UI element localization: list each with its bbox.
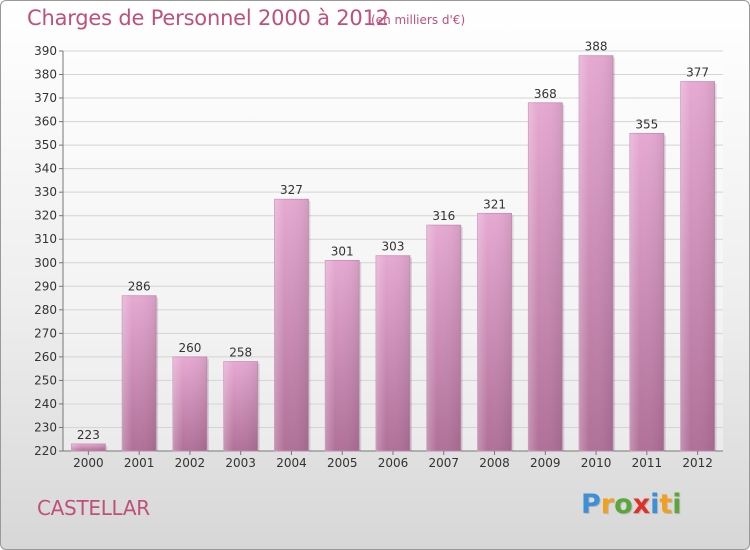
bar-value-label: 258 [229, 346, 252, 360]
y-tick-label: 380 [34, 68, 57, 82]
bar-value-label: 368 [534, 87, 557, 101]
y-tick-label: 290 [34, 279, 57, 293]
bar-highlight [172, 356, 207, 451]
bar-value-label: 388 [585, 40, 608, 54]
logo-letter: x [632, 489, 651, 520]
y-tick-label: 350 [34, 138, 57, 152]
bar-value-label: 327 [280, 183, 303, 197]
bar-value-label: 260 [178, 341, 201, 355]
logo-letter: o [614, 489, 633, 520]
bar-highlight [477, 213, 512, 451]
x-tick-label: 2000 [73, 456, 104, 470]
bar-highlight [325, 260, 360, 451]
y-tick-label: 230 [34, 420, 57, 434]
bar-highlight [426, 225, 461, 451]
x-tick-label: 2007 [428, 456, 459, 470]
y-tick-label: 340 [34, 162, 57, 176]
y-tick-label: 390 [34, 44, 57, 58]
y-tick-label: 370 [34, 91, 57, 105]
bar-value-label: 377 [686, 66, 709, 80]
bar-highlight [274, 199, 309, 451]
x-tick-label: 2006 [378, 456, 409, 470]
y-tick-label: 270 [34, 326, 57, 340]
x-tick-label: 2004 [276, 456, 307, 470]
x-tick-label: 2003 [225, 456, 256, 470]
y-tick-label: 330 [34, 185, 57, 199]
x-tick-label: 2010 [581, 456, 612, 470]
logo-letter: r [600, 489, 615, 520]
bar-highlight [122, 295, 157, 451]
bar-value-label: 301 [331, 244, 354, 258]
y-tick-label: 360 [34, 115, 57, 129]
x-tick-label: 2002 [175, 456, 206, 470]
bar-value-label: 303 [382, 240, 405, 254]
bar-value-label: 316 [432, 209, 455, 223]
bar-highlight [680, 81, 715, 452]
x-tick-label: 2009 [530, 456, 561, 470]
y-tick-label: 310 [34, 232, 57, 246]
y-tick-label: 300 [34, 256, 57, 270]
bar-value-label: 223 [77, 428, 100, 442]
chart-subtitle: (en milliers d'€) [371, 13, 466, 27]
x-tick-label: 2005 [327, 456, 358, 470]
logo-letter: i [672, 489, 682, 520]
bar-highlight [71, 443, 106, 451]
x-tick-label: 2011 [632, 456, 663, 470]
city-name: CASTELLAR [37, 496, 150, 520]
x-tick-label: 2008 [479, 456, 510, 470]
bar-highlight [579, 55, 614, 452]
proxiti-logo: Proxiti [581, 489, 682, 520]
bar-highlight [629, 133, 664, 451]
logo-letter: P [581, 489, 601, 520]
bar-value-label: 355 [635, 117, 658, 131]
y-tick-label: 240 [34, 397, 57, 411]
bar-highlight [528, 102, 563, 451]
bar-highlight [376, 255, 410, 451]
y-tick-label: 220 [34, 444, 57, 458]
x-tick-label: 2001 [124, 456, 155, 470]
y-tick-label: 320 [34, 209, 57, 223]
y-tick-label: 280 [34, 303, 57, 317]
bar-value-label: 286 [128, 280, 151, 294]
logo-letter: i [650, 489, 660, 520]
y-tick-label: 260 [34, 350, 57, 364]
y-tick-label: 250 [34, 373, 57, 387]
x-tick-label: 2012 [682, 456, 713, 470]
bar-value-label: 321 [483, 197, 506, 211]
chart-title: Charges de Personnel 2000 à 2012 [27, 6, 389, 30]
logo-letter: t [659, 489, 673, 520]
bar-highlight [223, 361, 258, 451]
